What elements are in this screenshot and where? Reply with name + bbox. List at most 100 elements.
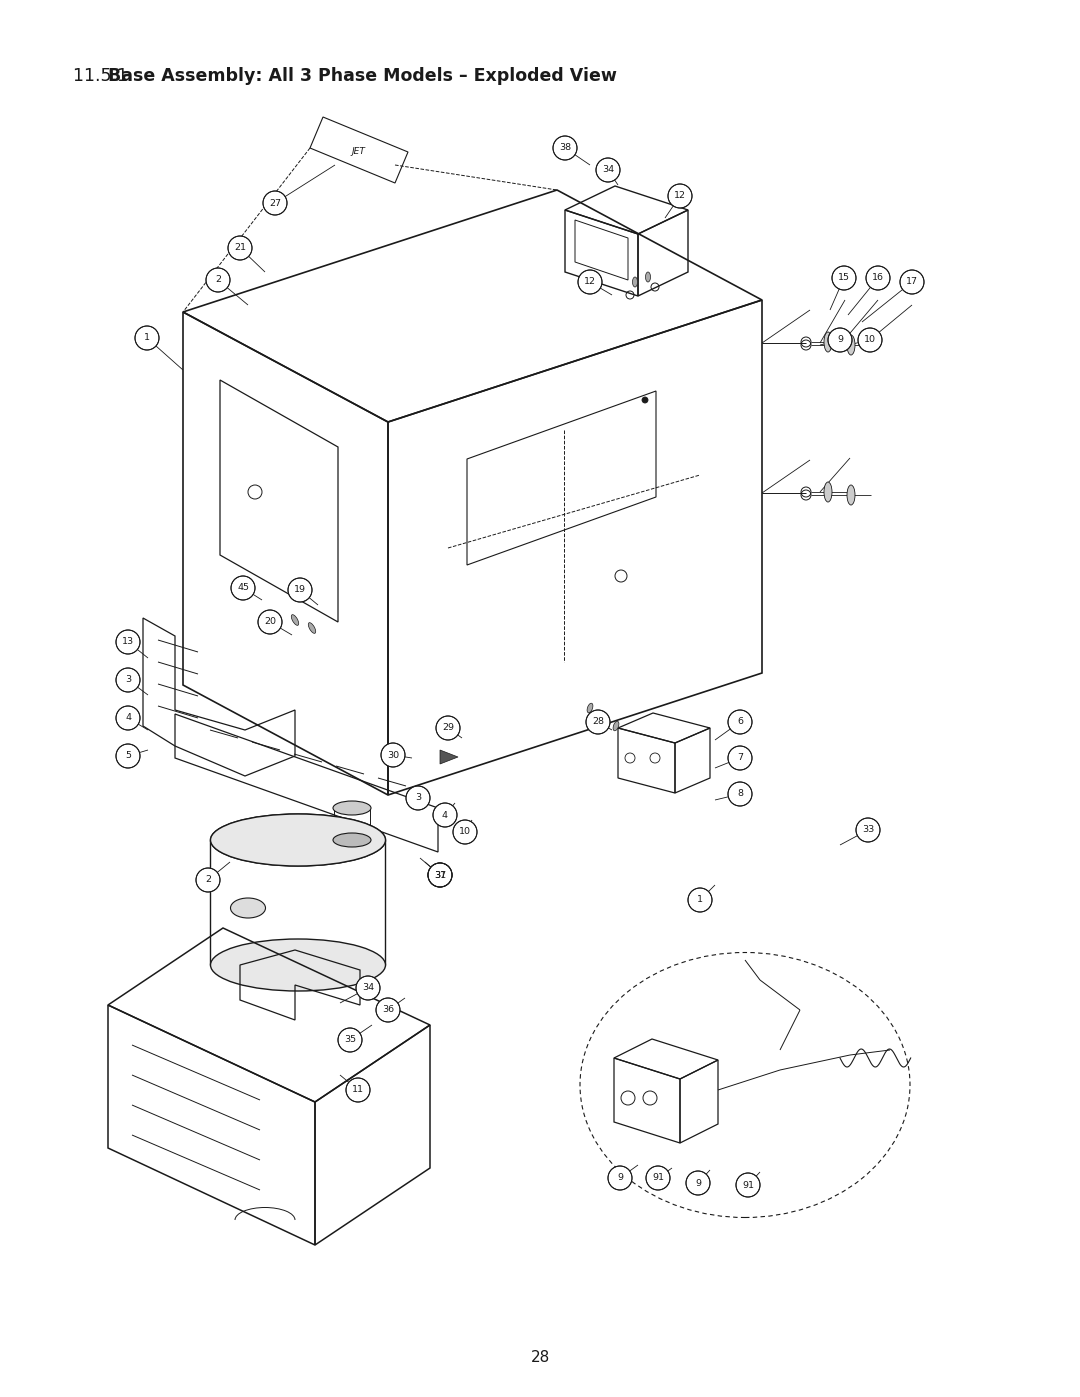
Circle shape bbox=[596, 158, 620, 182]
Text: 91: 91 bbox=[742, 1180, 754, 1189]
Text: 27: 27 bbox=[269, 198, 281, 208]
Circle shape bbox=[346, 1078, 370, 1102]
Circle shape bbox=[264, 191, 287, 215]
Ellipse shape bbox=[211, 939, 386, 990]
Text: 34: 34 bbox=[602, 165, 615, 175]
Text: 10: 10 bbox=[459, 827, 471, 837]
Text: JET: JET bbox=[351, 148, 365, 156]
Ellipse shape bbox=[333, 833, 372, 847]
Ellipse shape bbox=[308, 623, 315, 633]
Ellipse shape bbox=[333, 800, 372, 814]
Text: 4: 4 bbox=[125, 714, 131, 722]
Ellipse shape bbox=[211, 814, 386, 866]
Circle shape bbox=[735, 1173, 760, 1197]
Text: 6: 6 bbox=[737, 718, 743, 726]
Text: 9: 9 bbox=[837, 335, 843, 345]
Circle shape bbox=[900, 270, 924, 293]
Ellipse shape bbox=[824, 332, 832, 352]
Text: 3: 3 bbox=[415, 793, 421, 802]
Circle shape bbox=[728, 710, 752, 733]
Text: 9: 9 bbox=[696, 1179, 701, 1187]
Text: 2: 2 bbox=[215, 275, 221, 285]
Circle shape bbox=[608, 1166, 632, 1190]
Text: 28: 28 bbox=[530, 1351, 550, 1365]
Circle shape bbox=[428, 863, 453, 887]
Circle shape bbox=[728, 782, 752, 806]
Circle shape bbox=[356, 977, 380, 1000]
Polygon shape bbox=[440, 750, 458, 764]
Text: 4: 4 bbox=[442, 810, 448, 820]
Circle shape bbox=[646, 1166, 670, 1190]
Text: 1: 1 bbox=[144, 334, 150, 342]
Text: 31: 31 bbox=[434, 870, 446, 880]
Circle shape bbox=[116, 745, 140, 768]
Text: 7: 7 bbox=[737, 753, 743, 763]
Circle shape bbox=[381, 743, 405, 767]
Text: 29: 29 bbox=[442, 724, 454, 732]
Text: 10: 10 bbox=[864, 335, 876, 345]
Ellipse shape bbox=[824, 482, 832, 502]
Text: Base Assembly: All 3 Phase Models – Exploded View: Base Assembly: All 3 Phase Models – Expl… bbox=[108, 67, 617, 85]
Circle shape bbox=[433, 803, 457, 827]
Ellipse shape bbox=[211, 814, 386, 866]
Text: 33: 33 bbox=[862, 826, 874, 834]
Text: 37: 37 bbox=[434, 870, 446, 880]
Circle shape bbox=[688, 888, 712, 912]
Text: 13: 13 bbox=[122, 637, 134, 647]
Text: 1: 1 bbox=[697, 895, 703, 904]
Ellipse shape bbox=[633, 277, 637, 286]
Text: 45: 45 bbox=[237, 584, 249, 592]
Circle shape bbox=[669, 184, 692, 208]
Circle shape bbox=[135, 326, 159, 351]
Circle shape bbox=[428, 863, 453, 887]
Text: 19: 19 bbox=[294, 585, 306, 595]
Circle shape bbox=[436, 717, 460, 740]
Circle shape bbox=[406, 787, 430, 810]
Ellipse shape bbox=[613, 721, 619, 731]
Text: 9: 9 bbox=[617, 1173, 623, 1182]
Circle shape bbox=[288, 578, 312, 602]
Text: 16: 16 bbox=[872, 274, 885, 282]
Circle shape bbox=[578, 270, 602, 293]
Circle shape bbox=[116, 668, 140, 692]
Text: 34: 34 bbox=[362, 983, 374, 992]
Text: 36: 36 bbox=[382, 1006, 394, 1014]
Circle shape bbox=[866, 265, 890, 291]
Circle shape bbox=[856, 819, 880, 842]
Ellipse shape bbox=[588, 703, 593, 712]
Text: 35: 35 bbox=[343, 1035, 356, 1045]
Circle shape bbox=[338, 1028, 362, 1052]
Ellipse shape bbox=[230, 898, 266, 918]
Text: 12: 12 bbox=[584, 278, 596, 286]
Circle shape bbox=[642, 397, 648, 402]
Ellipse shape bbox=[646, 272, 650, 282]
Circle shape bbox=[195, 868, 220, 893]
Text: 15: 15 bbox=[838, 274, 850, 282]
Text: 30: 30 bbox=[387, 750, 400, 760]
Text: 17: 17 bbox=[906, 278, 918, 286]
Circle shape bbox=[231, 576, 255, 599]
Text: 38: 38 bbox=[559, 144, 571, 152]
Circle shape bbox=[828, 328, 852, 352]
Circle shape bbox=[553, 136, 577, 161]
Circle shape bbox=[858, 328, 882, 352]
Text: 21: 21 bbox=[234, 243, 246, 253]
Circle shape bbox=[453, 820, 477, 844]
Ellipse shape bbox=[599, 714, 605, 722]
Text: 8: 8 bbox=[737, 789, 743, 799]
Text: 12: 12 bbox=[674, 191, 686, 201]
Circle shape bbox=[116, 630, 140, 654]
Circle shape bbox=[376, 997, 400, 1023]
Text: 3: 3 bbox=[125, 676, 131, 685]
Circle shape bbox=[228, 236, 252, 260]
Text: 20: 20 bbox=[264, 617, 276, 626]
Circle shape bbox=[116, 705, 140, 731]
Text: 28: 28 bbox=[592, 718, 604, 726]
Circle shape bbox=[258, 610, 282, 634]
Circle shape bbox=[686, 1171, 710, 1194]
Circle shape bbox=[206, 268, 230, 292]
Text: 91: 91 bbox=[652, 1173, 664, 1182]
Text: 2: 2 bbox=[205, 876, 211, 884]
Circle shape bbox=[832, 265, 856, 291]
Text: 11.5.1: 11.5.1 bbox=[73, 67, 139, 85]
